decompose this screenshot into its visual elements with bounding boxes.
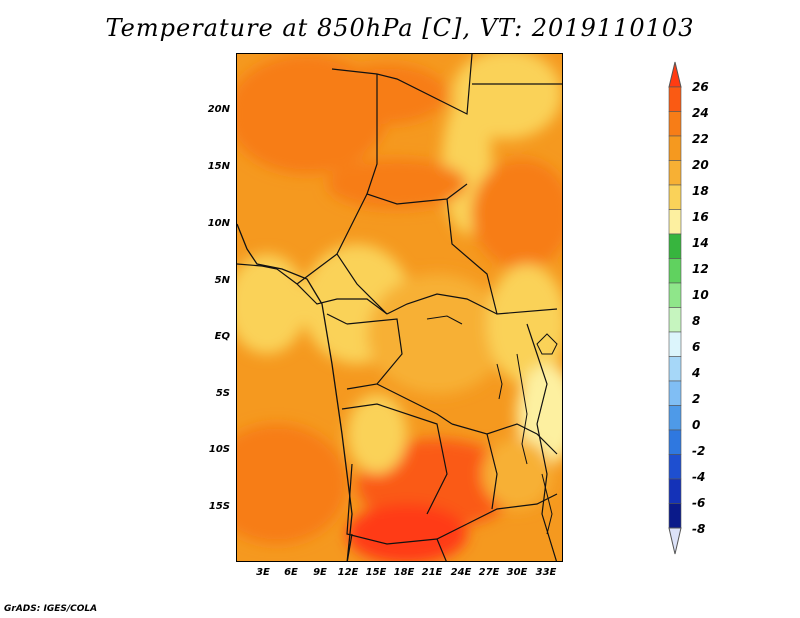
colorbar-segment [668, 478, 682, 504]
lon-label-15e: 15E [365, 567, 387, 578]
colorbar-top-arrow [668, 61, 682, 88]
lon-label-21e: 21E [421, 567, 443, 578]
colorbar-bottom-arrow [668, 527, 682, 555]
lon-label-27e: 27E [478, 567, 500, 578]
lon-label-30e: 30E [506, 567, 528, 578]
lat-label-5s: 5S [215, 388, 230, 399]
lon-label-12e: 12E [337, 567, 359, 578]
colorbar-label: 6 [692, 340, 701, 354]
colorbar-segment [668, 454, 682, 480]
colorbar-label: 4 [692, 366, 701, 380]
colorbar-segment [668, 429, 682, 455]
colorbar-label: 24 [692, 106, 709, 120]
colorbar-label: -6 [692, 496, 706, 510]
colorbar-label: 14 [692, 236, 709, 250]
colorbar-segment [668, 331, 682, 357]
colorbar-label: 20 [692, 158, 709, 172]
temperature-field [237, 54, 562, 561]
colorbar-segment [668, 307, 682, 333]
colorbar-label: 10 [692, 288, 709, 302]
lat-label-20n: 20N [207, 104, 230, 115]
colorbar-label: 12 [692, 262, 709, 276]
colorbar-segments [668, 86, 682, 529]
colorbar-label: -4 [692, 470, 706, 484]
colorbar-label: 16 [692, 210, 709, 224]
colorbar-segment [668, 356, 682, 382]
colorbar-segment [668, 111, 682, 137]
colorbar-segment [668, 86, 682, 112]
colorbar-label: 8 [692, 314, 701, 328]
colorbar-label: 22 [692, 132, 709, 146]
lon-label-9e: 9E [313, 567, 327, 578]
colorbar-segment [668, 135, 682, 161]
colorbar [668, 61, 682, 555]
lon-label-33e: 33E [535, 567, 557, 578]
lon-label-3e: 3E [256, 567, 270, 578]
colorbar-label: -2 [692, 444, 706, 458]
colorbar-label: 0 [692, 418, 701, 432]
colorbar-segment [668, 282, 682, 308]
chart-title: Temperature at 850hPa [C], VT: 201911010… [105, 14, 695, 42]
lat-label-10n: 10N [207, 218, 230, 229]
lat-label-10s: 10S [208, 444, 230, 455]
colorbar-label: 26 [692, 80, 709, 94]
colorbar-segment [668, 405, 682, 431]
lon-label-24e: 24E [450, 567, 472, 578]
lat-label-5n: 5N [214, 275, 230, 286]
colorbar-segment [668, 160, 682, 186]
colorbar-segment [668, 184, 682, 210]
colorbar-label: 2 [692, 392, 701, 406]
lon-label-6e: 6E [284, 567, 298, 578]
lat-label-15n: 15N [207, 161, 230, 172]
colorbar-segment [668, 380, 682, 406]
colorbar-label: 18 [692, 184, 709, 198]
temperature-map [236, 53, 563, 562]
lat-label-eq: EQ [214, 331, 230, 342]
colorbar-segment [668, 258, 682, 284]
credit-text: GrADS: IGES/COLA [4, 604, 98, 614]
colorbar-label: -8 [692, 522, 706, 536]
lat-label-15s: 15S [208, 501, 230, 512]
colorbar-segment [668, 209, 682, 235]
lon-label-18e: 18E [393, 567, 415, 578]
colorbar-segment [668, 503, 682, 529]
colorbar-segment [668, 233, 682, 259]
